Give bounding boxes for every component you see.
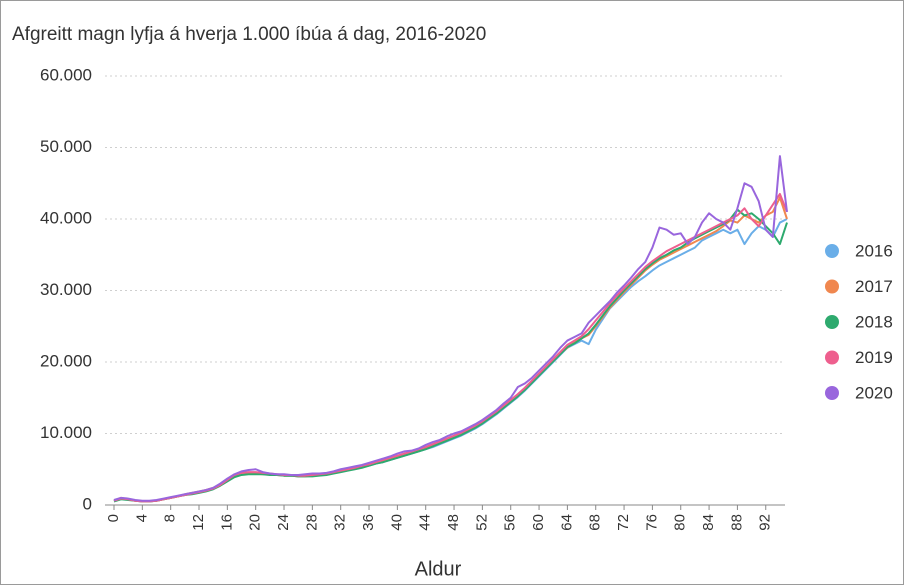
x-tick-label: 28	[303, 514, 320, 531]
legend-marker	[825, 386, 839, 400]
x-tick-label: 80	[672, 514, 689, 531]
legend-marker	[825, 244, 839, 258]
legend-label: 2020	[855, 383, 893, 402]
x-tick-label: 68	[587, 514, 604, 531]
series-line	[113, 192, 788, 503]
y-tick-label: 50.000	[40, 137, 92, 156]
chart-title: Afgreitt magn lyfja á hverja 1.000 íbúa …	[12, 24, 486, 45]
legend-label: 2018	[855, 312, 893, 331]
x-tick-label: 48	[445, 514, 462, 531]
x-tick-label: 92	[757, 514, 774, 531]
x-tick-label: 8	[162, 514, 179, 522]
x-tick-label: 72	[615, 514, 632, 531]
y-tick-label: 20.000	[40, 351, 92, 370]
x-tick-label: 76	[643, 514, 660, 531]
legend-marker	[825, 315, 839, 329]
legend-label: 2017	[855, 277, 893, 296]
x-tick-label: 44	[417, 514, 434, 531]
legend-marker	[825, 279, 839, 294]
y-tick-label: 0	[83, 494, 92, 513]
y-tick-label: 10.000	[40, 423, 92, 442]
legend-label: 2016	[855, 241, 893, 260]
y-tick-label: 60.000	[40, 65, 92, 84]
legend-marker	[825, 350, 839, 365]
y-tick-label: 30.000	[40, 280, 92, 299]
x-tick-label: 32	[332, 514, 349, 531]
x-tick-label: 56	[502, 514, 519, 531]
x-tick-label: 36	[360, 514, 377, 531]
x-tick-label: 40	[388, 514, 405, 531]
x-tick-label: 52	[473, 514, 490, 531]
legend-label: 2019	[855, 348, 893, 367]
x-tick-label: 60	[530, 514, 547, 531]
x-tick-label: 0	[105, 514, 122, 522]
x-tick-label: 88	[728, 514, 745, 531]
x-axis-label: Aldur	[415, 558, 462, 580]
x-tick-label: 12	[190, 514, 207, 531]
series-line	[113, 155, 788, 502]
y-tick-label: 40.000	[40, 208, 92, 227]
x-tick-label: 20	[247, 514, 264, 531]
x-tick-label: 16	[218, 514, 235, 531]
x-tick-label: 4	[133, 514, 150, 522]
x-tick-label: 84	[700, 514, 717, 531]
series-line	[113, 208, 788, 503]
x-tick-label: 64	[558, 514, 575, 531]
x-tick-label: 24	[275, 514, 292, 531]
